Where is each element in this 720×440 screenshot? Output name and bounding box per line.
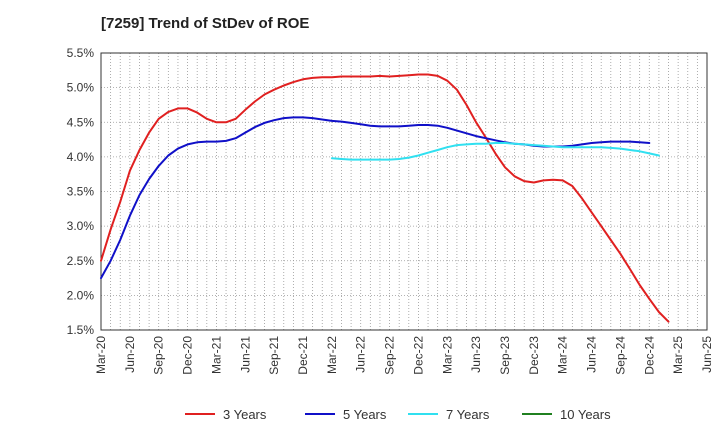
series-line-3-years bbox=[100, 73, 670, 323]
y-axis: 1.5% 2.0% 2.5% 3.0% 3.5% 4.0% 4.5% 5.0% 5.5% bbox=[67, 46, 95, 337]
y-tick-label: 1.5% bbox=[67, 323, 95, 337]
legend-label: 3 Years bbox=[223, 407, 267, 422]
x-tick-label: Dec-24 bbox=[642, 336, 656, 375]
x-tick-label: Sep-21 bbox=[267, 336, 281, 375]
legend-label: 10 Years bbox=[560, 407, 611, 422]
legend-item-3-years: 3 Years bbox=[185, 407, 267, 422]
x-tick-label: Jun-22 bbox=[354, 336, 368, 373]
x-tick-label: Dec-21 bbox=[296, 336, 310, 375]
x-tick-label: Jun-20 bbox=[123, 336, 137, 373]
y-tick-label: 4.0% bbox=[67, 150, 95, 164]
y-tick-label: 5.0% bbox=[67, 81, 95, 95]
x-tick-label: Mar-25 bbox=[671, 336, 685, 374]
y-tick-label: 3.0% bbox=[67, 219, 95, 233]
series-lines bbox=[100, 73, 670, 323]
legend: 3 Years 5 Years 7 Years 10 Years bbox=[185, 407, 611, 422]
x-tick-label: Dec-23 bbox=[527, 336, 541, 375]
x-tick-label: Mar-22 bbox=[325, 336, 339, 374]
x-tick-label: Sep-23 bbox=[498, 336, 512, 375]
legend-label: 7 Years bbox=[446, 407, 490, 422]
x-tick-label: Mar-24 bbox=[556, 336, 570, 374]
x-tick-label: Mar-23 bbox=[440, 336, 454, 374]
y-tick-label: 4.5% bbox=[67, 115, 95, 129]
legend-item-7-years: 7 Years bbox=[408, 407, 490, 422]
plot-area bbox=[100, 52, 708, 331]
legend-item-10-years: 10 Years bbox=[522, 407, 611, 422]
legend-item-5-years: 5 Years bbox=[305, 407, 387, 422]
chart-title: [7259] Trend of StDev of ROE bbox=[101, 15, 309, 32]
x-tick-label: Sep-24 bbox=[613, 336, 627, 375]
y-tick-label: 2.5% bbox=[67, 254, 95, 268]
x-axis: Mar-20 Jun-20 Sep-20 Dec-20 Mar-21 Jun-21 Sep-… bbox=[94, 336, 714, 375]
x-tick-label: Dec-22 bbox=[411, 336, 425, 375]
legend-label: 5 Years bbox=[343, 407, 387, 422]
y-tick-label: 2.0% bbox=[67, 288, 95, 302]
x-tick-label: Jun-25 bbox=[700, 336, 714, 373]
x-tick-label: Mar-21 bbox=[209, 336, 223, 374]
series-line-7-years bbox=[330, 142, 660, 161]
x-tick-label: Sep-22 bbox=[383, 336, 397, 375]
y-tick-label: 3.5% bbox=[67, 185, 95, 199]
y-tick-label: 5.5% bbox=[67, 46, 95, 60]
x-tick-label: Dec-20 bbox=[181, 336, 195, 375]
x-tick-label: Mar-20 bbox=[94, 336, 108, 374]
x-tick-label: Jun-24 bbox=[585, 336, 599, 373]
x-tick-label: Sep-20 bbox=[152, 336, 166, 375]
x-tick-label: Jun-23 bbox=[469, 336, 483, 373]
plot-border bbox=[100, 52, 708, 331]
x-tick-label: Jun-21 bbox=[238, 336, 252, 373]
